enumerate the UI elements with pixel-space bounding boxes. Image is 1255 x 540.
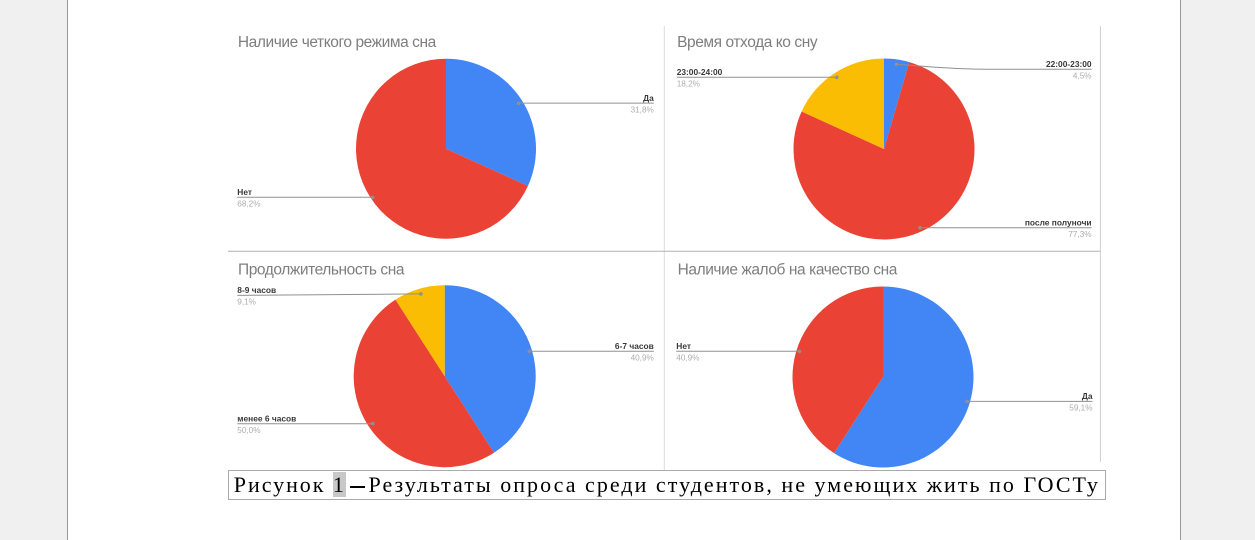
svg-text:после полуночи: после полуночи (1025, 218, 1092, 228)
svg-text:77,3%: 77,3% (1068, 230, 1091, 239)
svg-text:Время отхода ко сну: Время отхода ко сну (677, 34, 818, 51)
svg-text:Наличие четкого режима сна: Наличие четкого режима сна (238, 34, 437, 51)
svg-text:23:00-24:00: 23:00-24:00 (677, 67, 723, 77)
svg-text:Да: Да (643, 93, 654, 103)
svg-text:Наличие жалоб на качество сна: Наличие жалоб на качество сна (678, 261, 898, 278)
svg-text:6-7 часов: 6-7 часов (615, 341, 654, 351)
svg-text:4,5%: 4,5% (1073, 71, 1092, 80)
svg-text:50,0%: 50,0% (237, 426, 260, 435)
svg-text:40,9%: 40,9% (676, 354, 699, 363)
svg-text:Нет: Нет (237, 187, 252, 197)
svg-text:Продолжительность сна: Продолжительность сна (238, 261, 405, 278)
svg-text:40,9%: 40,9% (631, 354, 654, 363)
svg-text:9,1%: 9,1% (237, 298, 256, 307)
svg-text:18,2%: 18,2% (677, 79, 700, 88)
svg-text:8-9 часов: 8-9 часов (237, 285, 276, 295)
svg-text:59,1%: 59,1% (1069, 404, 1092, 413)
svg-text:22:00-23:00: 22:00-23:00 (1046, 59, 1092, 69)
svg-text:68,2%: 68,2% (237, 200, 260, 209)
svg-text:Нет: Нет (676, 341, 691, 351)
svg-text:31,8%: 31,8% (631, 105, 654, 114)
svg-text:менее 6 часов: менее 6 часов (237, 414, 296, 424)
svg-text:Да: Да (1082, 391, 1093, 401)
